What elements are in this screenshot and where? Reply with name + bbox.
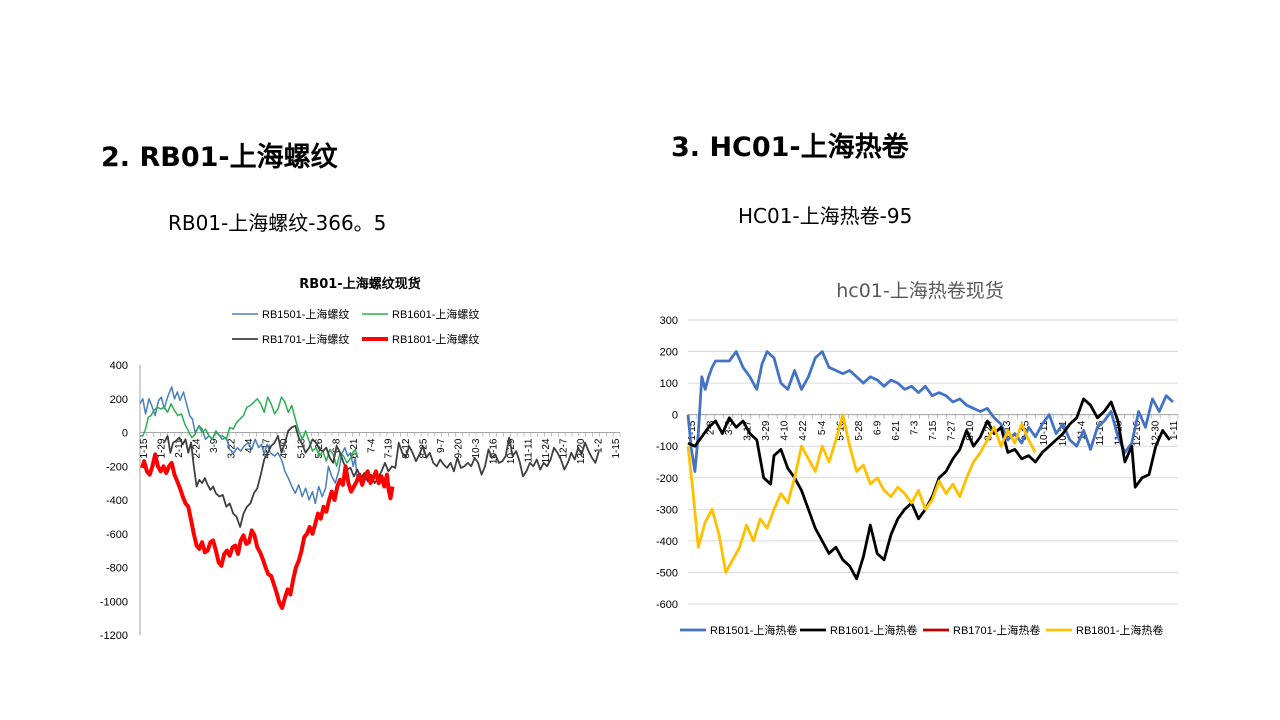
y-tick-label: -600 (106, 529, 128, 541)
y-tick-label: 100 (660, 378, 678, 390)
x-tick-label: 8-10 (965, 420, 976, 440)
x-tick-label: 10-11 (1039, 420, 1050, 445)
y-tick-label: -800 (106, 563, 128, 575)
x-tick-label: 4-30 (279, 438, 290, 458)
x-tick-label: 3-9 (209, 438, 220, 453)
x-tick-label: 12-16 (1132, 420, 1143, 446)
x-tick-label: 5-13 (296, 438, 307, 458)
x-tick-label: 3-3 (724, 420, 735, 435)
legend-label: RB1501-上海螺纹 (262, 307, 349, 321)
legend-label: RB1701-上海热卷 (953, 623, 1040, 637)
x-tick-label: 2-11 (174, 438, 185, 458)
series-line (686, 413, 1037, 574)
x-tick-label: 12-20 (576, 438, 587, 464)
x-tick-label: 1-15 (139, 438, 150, 458)
left-section-subheading: RB01-上海螺纹-366。5 (168, 211, 387, 235)
x-tick-label: 7-3 (909, 420, 920, 435)
x-tick-label: 11-24 (541, 438, 552, 463)
y-tick-label: 0 (672, 410, 678, 422)
right-section-subheading: HC01-上海热卷-95 (738, 204, 913, 228)
x-tick-label: 9-7 (436, 438, 447, 453)
y-tick-label: -100 (656, 441, 678, 453)
y-tick-label: 200 (660, 347, 678, 359)
x-tick-label: 1-11 (1169, 420, 1180, 440)
series-line (686, 350, 1174, 473)
y-tick-label: 0 (122, 428, 128, 440)
y-tick-label: -600 (656, 599, 678, 611)
x-tick-label: 7-27 (947, 420, 958, 440)
legend-label: RB1601-上海热卷 (830, 623, 917, 637)
x-tick-label: 10-16 (489, 438, 500, 464)
legend-label: RB1801-上海螺纹 (392, 332, 479, 346)
y-tick-label: -400 (656, 536, 678, 548)
x-tick-label: 8-12 (401, 438, 412, 458)
x-tick-label: 7-19 (384, 438, 395, 458)
series-line (140, 396, 359, 468)
x-tick-label: 6-21 (349, 438, 360, 458)
x-tick-label: 1-2 (594, 438, 605, 453)
x-tick-label: 4-22 (798, 420, 809, 440)
y-tick-label: -300 (656, 504, 678, 516)
x-tick-label: 1-15 (687, 420, 698, 440)
y-tick-label: -1200 (100, 630, 128, 642)
x-tick-label: 5-16 (835, 420, 846, 440)
x-tick-label: 3-29 (761, 420, 772, 440)
legend-label: RB1501-上海热卷 (710, 623, 797, 637)
x-tick-label: 12-30 (1150, 420, 1161, 446)
x-tick-label: 11-11 (524, 438, 535, 463)
x-tick-label: 5-4 (817, 420, 828, 435)
right-section-heading: 3. HC01-上海热卷 (671, 132, 909, 163)
y-tick-label: -500 (656, 567, 678, 579)
x-tick-label: 5-28 (854, 420, 865, 440)
y-tick-label: -400 (106, 495, 128, 507)
x-tick-label: 2-8 (706, 420, 717, 435)
y-tick-label: 400 (110, 360, 128, 372)
x-tick-label: 7-15 (928, 420, 939, 440)
chart-title: hc01-上海热卷现货 (836, 280, 1004, 302)
legend-label: RB1801-上海热卷 (1076, 623, 1163, 637)
x-tick-label: 7-4 (366, 438, 377, 453)
legend-label: RB1701-上海螺纹 (262, 332, 349, 346)
x-tick-label: 8-24 (984, 420, 995, 440)
chart-title: RB01-上海螺纹现货 (299, 276, 420, 292)
series-line (139, 386, 359, 505)
x-tick-label: 9-20 (454, 438, 465, 458)
y-tick-label: -200 (106, 461, 128, 473)
y-tick-label: -1000 (100, 596, 128, 608)
x-tick-label: 1-15 (611, 438, 622, 458)
x-tick-label: 11-4 (1076, 420, 1087, 440)
hc01-spot-chart: hc01-上海热卷现货 300 200 100 0 -100 -200 -300 -400 -50… (656, 280, 1180, 637)
x-tick-label: 4-10 (780, 420, 791, 440)
x-tick-label: 1-29 (156, 438, 167, 458)
y-tick-label: 200 (110, 394, 128, 406)
x-tick-label: 4-17 (261, 438, 272, 458)
legend-label: RB1601-上海螺纹 (392, 307, 479, 321)
y-tick-label: -200 (656, 473, 678, 485)
rb01-spot-chart: RB01-上海螺纹现货 400 200 0 -200 -400 -600 -800 -1000 -… (100, 276, 622, 642)
left-section-heading: 2. RB01-上海螺纹 (101, 142, 338, 173)
x-tick-label: 12-7 (559, 438, 570, 458)
x-tick-label: 6-9 (872, 420, 883, 435)
x-tick-label: 2-24 (191, 438, 202, 458)
x-tick-label: 6-21 (891, 420, 902, 440)
x-tick-label: 3-22 (226, 438, 237, 458)
x-tick-label: 10-3 (471, 438, 482, 458)
series-line (140, 452, 395, 610)
x-tick-label: 11-16 (1095, 420, 1106, 445)
y-tick-label: 300 (660, 315, 678, 327)
